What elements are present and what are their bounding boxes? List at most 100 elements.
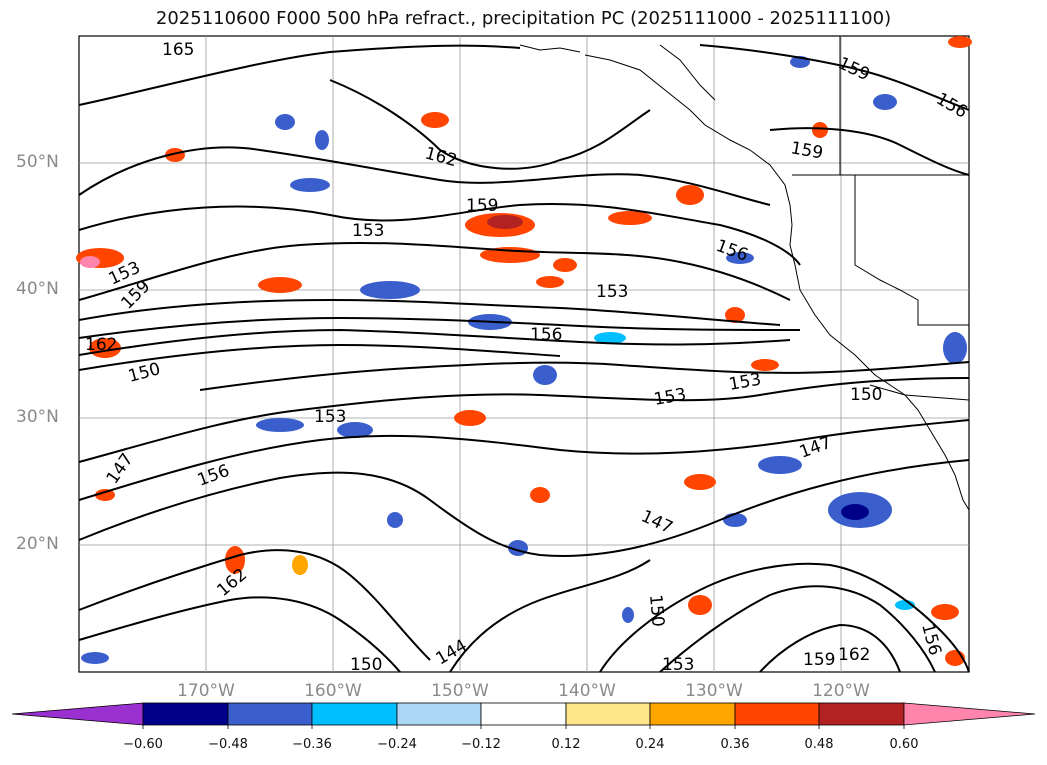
contour-label: 150	[645, 594, 668, 628]
colorbar-segment	[227, 702, 313, 726]
precip-patch	[225, 546, 245, 574]
contour-label: 162	[85, 335, 117, 355]
contour-line	[659, 585, 936, 673]
colorbar-extend-low	[11, 702, 144, 726]
colorbar-label: 0.24	[635, 737, 665, 752]
precip-patch	[723, 513, 747, 527]
precip-patch	[536, 276, 564, 288]
precip-patch	[360, 281, 420, 299]
contour-line	[78, 596, 401, 673]
precip-patch	[387, 512, 403, 528]
contour-label: 153	[352, 221, 384, 241]
latitude-label: 50°N	[16, 152, 59, 172]
colorbar-segment	[649, 702, 736, 726]
contour-line	[199, 361, 970, 391]
contour-line	[769, 127, 970, 176]
contour-line	[78, 44, 521, 106]
latitude-label: 40°N	[16, 279, 59, 299]
latitude-label: 30°N	[16, 407, 59, 427]
border	[869, 384, 970, 401]
precip-patch	[684, 474, 716, 490]
latitude-label: 20°N	[16, 534, 59, 554]
contour-line	[78, 241, 791, 301]
longitude-label: 130°W	[685, 681, 743, 701]
colorbar-segment	[311, 702, 398, 726]
precip-patch	[948, 36, 972, 48]
contour-label: 159	[803, 650, 835, 670]
longitude-label: 170°W	[177, 681, 235, 701]
contour-label: 150	[850, 385, 882, 405]
contour-line	[329, 79, 651, 170]
colorbar-segment	[818, 702, 905, 726]
contour-label: 165	[162, 40, 194, 60]
precip-patch	[726, 252, 754, 264]
precip-patch	[873, 94, 897, 110]
longitude-label: 120°W	[812, 681, 870, 701]
contour-line	[78, 328, 791, 356]
colorbar	[11, 702, 1036, 729]
precip-patch	[337, 422, 373, 438]
colorbar-segment	[480, 702, 567, 726]
precip-patch	[725, 307, 745, 323]
precip-patch	[841, 504, 869, 520]
precip-patch	[421, 112, 449, 128]
precip-patch	[594, 332, 626, 344]
precip-patch	[533, 365, 557, 385]
precip-patch	[530, 487, 550, 503]
gridlines	[79, 36, 969, 672]
precip-patch	[258, 277, 302, 293]
colorbar-label: 0.60	[889, 737, 919, 752]
contour-line	[78, 146, 771, 206]
colorbar-label: 0.36	[720, 737, 750, 752]
precip-patch	[315, 130, 329, 150]
contour-label: 162	[838, 645, 870, 665]
precip-patch	[812, 122, 828, 138]
contour-label: 156	[530, 325, 562, 345]
contour-line	[759, 623, 901, 673]
colorbar-segment	[565, 702, 651, 726]
contour-label: 153	[662, 655, 694, 675]
contour-line	[78, 419, 970, 501]
precip-patch	[454, 410, 486, 426]
longitude-label: 140°W	[558, 681, 616, 701]
precip-patch	[275, 114, 295, 130]
longitude-label: 160°W	[304, 681, 362, 701]
colorbar-label: 0.48	[804, 737, 834, 752]
precipitation-patches	[76, 36, 972, 666]
contours	[78, 44, 970, 673]
map-title: 2025110600 F000 500 hPa refract., precip…	[155, 8, 892, 29]
precip-patch	[292, 555, 308, 575]
contour-line	[599, 562, 970, 673]
precip-patch	[943, 332, 967, 364]
border	[854, 175, 969, 326]
colorbar-segment	[396, 702, 482, 726]
precip-patch	[81, 652, 109, 664]
contour-label: 153	[596, 282, 628, 302]
colorbar-label: 0.12	[551, 737, 581, 752]
contour-line	[78, 298, 781, 326]
contour-line	[699, 44, 970, 111]
precip-patch	[256, 418, 304, 432]
precip-patch	[553, 258, 577, 272]
precip-patch	[758, 456, 802, 474]
precip-patch	[751, 359, 779, 371]
contour-line	[78, 549, 431, 661]
colorbar-label: −0.12	[461, 737, 501, 752]
precip-patch	[676, 185, 704, 205]
contour-line	[78, 343, 561, 371]
colorbar-label: −0.36	[292, 737, 332, 752]
contour-line	[78, 459, 970, 557]
precip-patch	[80, 256, 100, 268]
contour-line	[78, 203, 801, 266]
coastline	[519, 44, 581, 53]
colorbar-extend-high	[903, 702, 1036, 726]
colorbar-segment	[734, 702, 820, 726]
contour-line	[78, 377, 970, 463]
precip-patch	[487, 215, 523, 229]
precip-patch	[608, 211, 652, 225]
contour-line	[449, 559, 651, 673]
coastline	[659, 44, 716, 101]
precip-patch	[622, 607, 634, 623]
contour-label: 153	[314, 407, 346, 427]
